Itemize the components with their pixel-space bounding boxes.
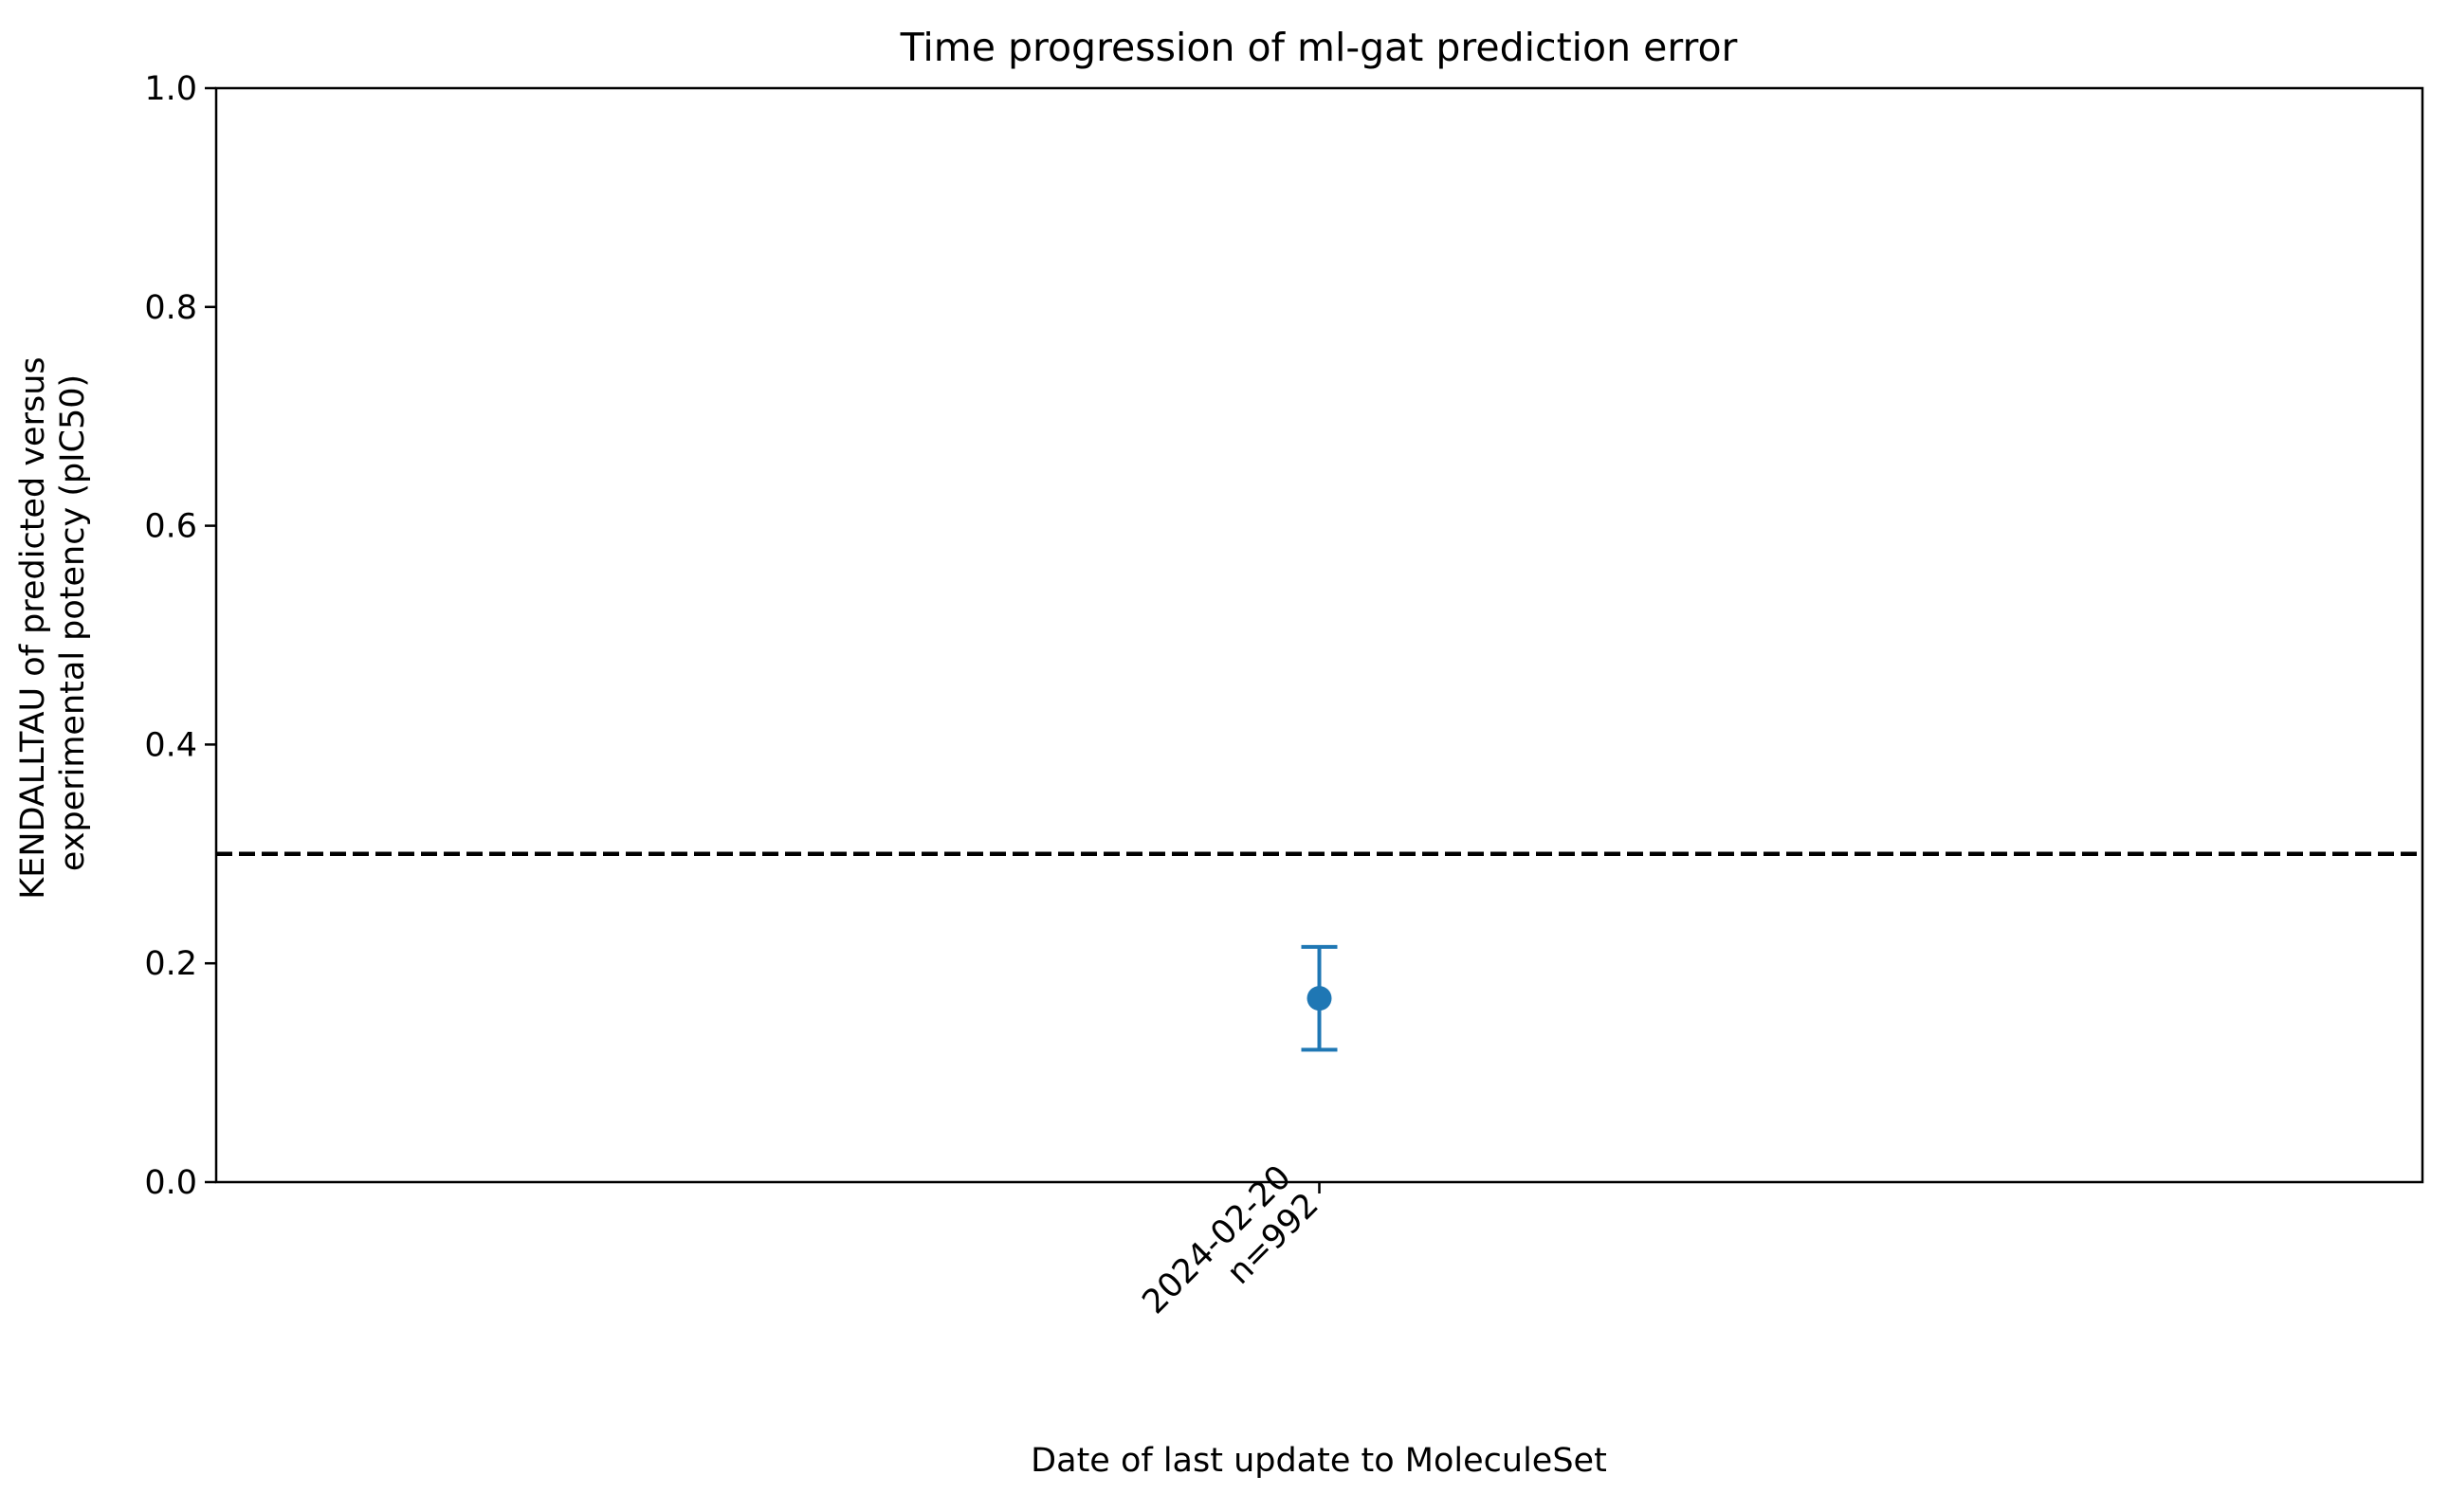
y-tick-label: 1.0: [144, 70, 197, 108]
y-axis-ticks: 0.0 0.2 0.4 0.6 0.8 1.0: [144, 70, 216, 1202]
y-tick-label: 0.4: [144, 726, 197, 764]
data-point: [1307, 986, 1332, 1011]
y-tick-label: 0.8: [144, 289, 197, 327]
y-tick-label: 0.2: [144, 945, 197, 983]
y-axis-label-line-2: experimental potency (pIC50): [54, 374, 92, 871]
plot-frame: [214, 86, 2424, 1184]
chart-title: Time progression of ml-gat prediction er…: [900, 25, 1738, 70]
data-marks: [1301, 944, 1338, 1052]
y-tick-label: 0.6: [144, 508, 197, 546]
x-axis-label: Date of last update to MoleculeSet: [1031, 1442, 1607, 1480]
y-tick-label: 0.0: [144, 1164, 197, 1202]
y-axis-label: KENDALLTAU of predicted versus experimen…: [14, 346, 92, 900]
y-axis-label-line-1: KENDALLTAU of predicted versus: [14, 356, 52, 899]
